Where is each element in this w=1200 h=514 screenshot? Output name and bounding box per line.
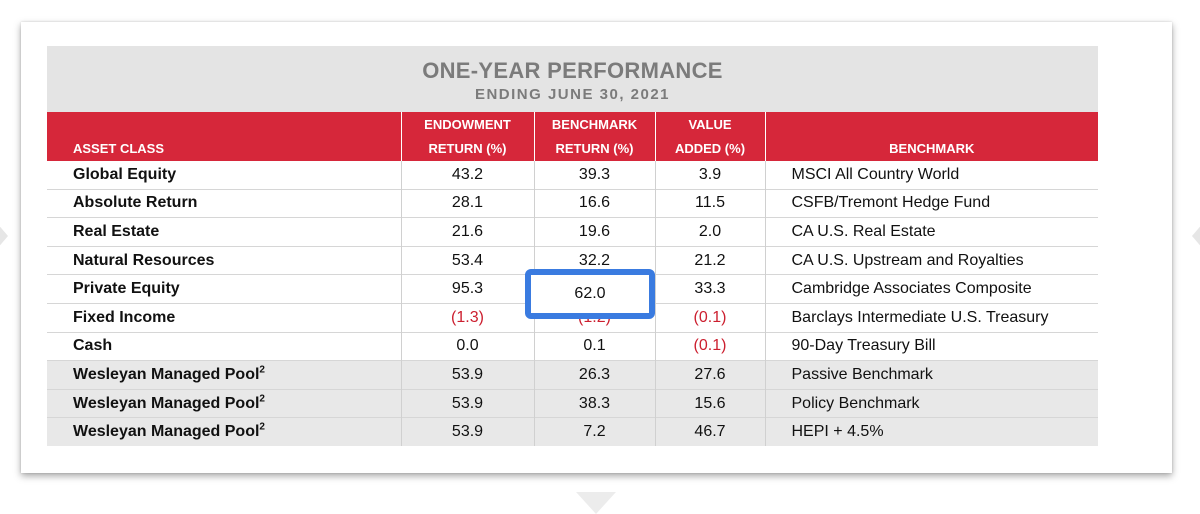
endowment-return-cell: 28.1 (400, 188, 534, 218)
benchmark-return-cell: 38.3 (533, 388, 655, 418)
highlight-value: 62.0 (574, 285, 606, 302)
table-row: Wesleyan Managed Pool2 53.9 38.3 15.6 Policy… (47, 388, 1098, 418)
header-endowment-return: ENDOWMENT RETURN (%) (400, 112, 534, 161)
asset-cell: Cash (47, 331, 401, 361)
value-added-cell: 2.0 (654, 217, 765, 247)
table-row: Global Equity 43.2 39.3 3.9 MSCI All Country… (47, 161, 1098, 190)
footnote-marker: 2 (259, 393, 265, 405)
benchmark-return-cell: 7.2 (533, 417, 655, 446)
benchmark-cell: Cambridge Associates Composite (764, 274, 1098, 304)
endowment-return-cell: 53.4 (400, 245, 534, 275)
next-arrow-icon[interactable] (1192, 222, 1200, 250)
value-added-cell: (0.1) (654, 302, 765, 333)
performance-table-wrap: ONE-YEAR PERFORMANCE ENDING JUNE 30, 202… (47, 46, 1098, 446)
endowment-return-cell: 53.9 (400, 360, 534, 390)
benchmark-cell: CA U.S. Real Estate (764, 217, 1098, 247)
benchmark-cell: Passive Benchmark (764, 360, 1098, 390)
value-added-cell: 33.3 (654, 274, 765, 304)
asset-cell: Natural Resources (47, 245, 401, 275)
value-added-cell: 15.6 (654, 388, 765, 418)
benchmark-cell: CSFB/Tremont Hedge Fund (764, 188, 1098, 218)
benchmark-cell: HEPI + 4.5% (764, 417, 1098, 446)
benchmark-cell: CA U.S. Upstream and Royalties (764, 245, 1098, 275)
table-subtitle: ENDING JUNE 30, 2021 (474, 86, 671, 103)
performance-card: ONE-YEAR PERFORMANCE ENDING JUNE 30, 202… (21, 22, 1172, 473)
value-added-cell: (0.1) (654, 331, 765, 361)
table-title: ONE-YEAR PERFORMANCE (422, 58, 723, 83)
table-row: Wesleyan Managed Pool2 53.9 26.3 27.6 Passiv… (47, 360, 1098, 390)
endowment-return-cell: 53.9 (400, 388, 534, 418)
title-block: ONE-YEAR PERFORMANCE ENDING JUNE 30, 202… (47, 46, 1098, 112)
benchmark-return-cell: 19.6 (533, 217, 655, 247)
table-row: Wesleyan Managed Pool2 53.9 7.2 46.7 HEPI + … (47, 417, 1098, 446)
footnote-marker: 2 (259, 364, 265, 376)
asset-cell: Private Equity (47, 274, 401, 304)
table-body: Global Equity 43.2 39.3 3.9 MSCI All Country… (47, 161, 1098, 446)
endowment-return-cell: 21.6 (400, 217, 534, 247)
asset-cell: Wesleyan Managed Pool2 (47, 388, 401, 418)
asset-cell: Absolute Return (47, 188, 401, 218)
benchmark-cell: MSCI All Country World (764, 161, 1098, 190)
asset-cell: Real Estate (47, 217, 401, 247)
header-value-added: VALUE ADDED (%) (654, 112, 765, 161)
value-added-cell: 11.5 (654, 188, 765, 218)
endowment-return-cell: 43.2 (400, 161, 534, 190)
benchmark-cell: 90-Day Treasury Bill (764, 331, 1098, 361)
benchmark-return-cell: 39.3 (533, 161, 655, 190)
value-added-cell: 46.7 (654, 417, 765, 446)
endowment-return-cell: 95.3 (400, 274, 534, 304)
table-row: Real Estate 21.6 19.6 2.0 CA U.S. Real Estat… (47, 217, 1098, 247)
endowment-return-cell: 53.9 (400, 417, 534, 446)
endowment-return-cell: 0.0 (400, 331, 534, 361)
table-row: Natural Resources 53.4 32.2 21.2 CA U.S. Ups… (47, 245, 1098, 275)
prev-arrow-icon[interactable] (0, 222, 8, 250)
benchmark-cell: Policy Benchmark (764, 388, 1098, 418)
asset-cell: Wesleyan Managed Pool2 (47, 360, 401, 390)
value-added-cell: 21.2 (654, 245, 765, 275)
asset-cell: Wesleyan Managed Pool2 (47, 417, 401, 446)
performance-table: ASSET CLASS ENDOWMENT RETURN (%) BENCHMAR… (47, 112, 1098, 446)
header-benchmark-return: BENCHMARK RETURN (%) (533, 112, 655, 161)
asset-cell: Global Equity (73, 165, 177, 183)
header-row: ASSET CLASS ENDOWMENT RETURN (%) BENCHMAR… (47, 112, 1098, 161)
table-row: Absolute Return 28.1 16.6 11.5 CSFB/Tremont … (47, 188, 1098, 218)
benchmark-return-cell: 0.1 (533, 331, 655, 361)
header-benchmark: BENCHMARK (764, 112, 1098, 161)
table-row: Cash 0.0 0.1 (0.1) 90-Day Treasury Bill (47, 331, 1098, 361)
bottom-tab-icon[interactable] (576, 492, 616, 514)
endowment-return-cell: (1.3) (400, 302, 534, 333)
value-added-cell: 27.6 (654, 360, 765, 390)
benchmark-return-cell: 16.6 (533, 188, 655, 218)
header-asset-class: ASSET CLASS (47, 112, 401, 161)
footnote-marker: 2 (259, 421, 265, 433)
highlight-box: 62.0 (525, 269, 655, 319)
benchmark-cell: Barclays Intermediate U.S. Treasury (764, 302, 1098, 333)
asset-cell: Fixed Income (47, 302, 401, 333)
benchmark-return-cell: 26.3 (533, 360, 655, 390)
value-added-cell: 3.9 (654, 161, 765, 190)
